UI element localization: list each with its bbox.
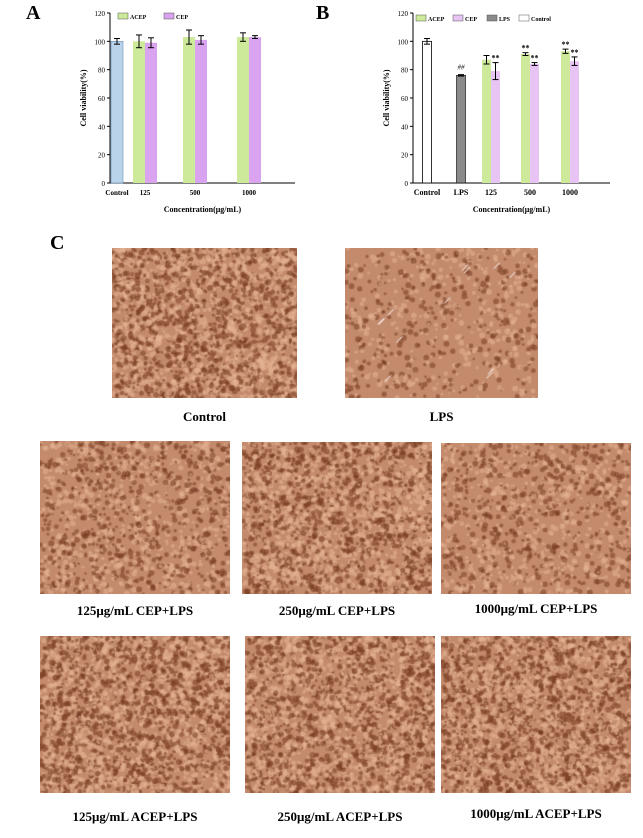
caption-1000-acep: 1000μg/mL ACEP+LPS: [470, 806, 602, 821]
x-axis-title: Concentration(μg/mL): [164, 205, 242, 214]
micrograph-lps: [345, 248, 538, 398]
legend-control-swatch: [518, 14, 530, 22]
panel-label-a: A: [26, 2, 41, 24]
x-axis-title: Concentration(μg/mL): [473, 205, 551, 214]
panel-label-b: B: [316, 2, 330, 24]
legend-cep-swatch: [452, 14, 464, 22]
x-tick-label: 1000: [242, 189, 257, 197]
legend-control-label: Control: [531, 17, 551, 23]
x-tick-label: 500: [190, 189, 201, 197]
bar-cep: [491, 71, 500, 183]
y-tick-label: 120: [398, 10, 409, 18]
caption-125-cep: 125μg/mL CEP+LPS: [76, 603, 194, 618]
y-tick-label: 40: [98, 123, 106, 131]
significance-acep: **: [562, 40, 570, 49]
y-tick-label: 20: [401, 152, 409, 160]
x-tick-label: LPS: [454, 188, 469, 197]
y-tick-label: 100: [398, 38, 409, 46]
bar-control: [422, 40, 432, 184]
chart-b: 0 20 40 60 80 100 120 Cell viability(%) Concentr…: [382, 10, 610, 214]
significance-cep: **: [492, 54, 500, 63]
y-tick-label: 0: [102, 180, 106, 188]
bar-cep: [530, 64, 539, 183]
caption-250-cep: 250μg/mL CEP+LPS: [278, 603, 396, 618]
bar-acep: [237, 37, 249, 184]
micrograph-1000-acep: [441, 636, 631, 793]
y-tick-label: 120: [95, 10, 106, 18]
x-tick-label: 125: [485, 188, 497, 197]
bar-cep: [195, 39, 207, 183]
bar-acep: [133, 41, 145, 184]
x-tick-label: 500: [524, 188, 536, 197]
bar-acep: [482, 59, 491, 183]
y-tick-label: 80: [98, 67, 106, 75]
bar-control: [110, 41, 124, 184]
micrograph-1000-cep: [441, 443, 631, 594]
significance-acep: **: [522, 44, 530, 53]
y-axis-title: Cell viability(%): [79, 69, 88, 126]
chart-a: 0 20 40 60 80 100 120 Cell viability(%) Concentr…: [79, 10, 295, 214]
y-tick-label: 20: [98, 152, 106, 160]
micrograph-125-acep: [40, 636, 230, 793]
bar-acep: [183, 37, 195, 184]
x-tick-label: Control: [105, 189, 128, 197]
significance-cep: **: [571, 48, 579, 57]
y-tick-label: 80: [401, 67, 409, 75]
x-tick-label: 125: [140, 189, 151, 197]
legend-acep-swatch: [415, 14, 427, 22]
caption-125-acep: 125μg/mL ACEP+LPS: [72, 809, 198, 824]
legend-acep-label: ACEP: [130, 15, 147, 21]
micrograph-control: [112, 248, 297, 398]
caption-1000-cep: 1000μg/mL CEP+LPS: [474, 601, 598, 616]
legend-lps-label: LPS: [499, 17, 511, 23]
legend-cep-label: CEP: [465, 17, 477, 23]
caption-lps: LPS: [429, 409, 454, 424]
micrograph-125-cep: [40, 441, 230, 594]
legend-cep-swatch: [163, 12, 175, 20]
x-tick-label: 1000: [562, 188, 578, 197]
bar-lps: [456, 75, 466, 184]
bar-acep: [561, 51, 570, 183]
x-tick-label: Control: [414, 188, 441, 197]
legend-acep-swatch: [117, 12, 129, 20]
panel-label-c: C: [50, 232, 65, 254]
legend-lps-swatch: [486, 14, 498, 22]
y-tick-label: 100: [95, 38, 106, 46]
y-tick-label: 60: [401, 95, 409, 103]
y-tick-label: 60: [98, 95, 106, 103]
bar-acep: [521, 54, 530, 184]
y-axis-title: Cell viability(%): [382, 69, 391, 126]
caption-250-acep: 250μg/mL ACEP+LPS: [277, 809, 403, 824]
legend-cep-label: CEP: [176, 15, 188, 21]
caption-control: Control: [182, 409, 227, 424]
significance-cep: **: [531, 54, 539, 63]
y-tick-label: 40: [401, 123, 409, 131]
y-tick-label: 0: [405, 180, 409, 188]
bar-cep: [570, 61, 579, 183]
legend-acep-label: ACEP: [428, 17, 445, 23]
bar-cep: [145, 42, 157, 183]
micrograph-250-cep: [242, 442, 432, 594]
significance-lps: ##: [458, 63, 466, 71]
micrograph-250-acep: [245, 636, 435, 793]
bar-cep: [249, 37, 261, 184]
